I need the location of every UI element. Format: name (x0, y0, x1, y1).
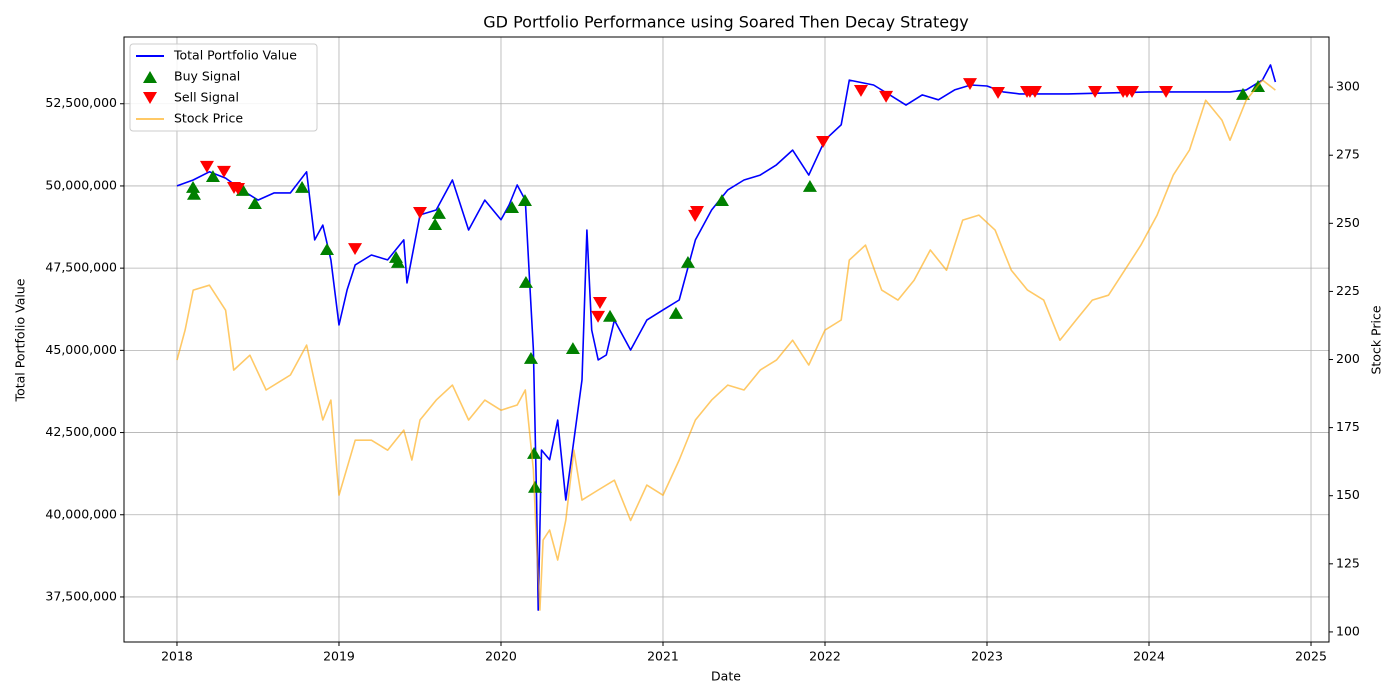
x-tick-label: 2024 (1133, 649, 1165, 664)
y2-tick-label: 300 (1336, 79, 1360, 94)
legend-label: Sell Signal (174, 90, 239, 105)
y-tick-label: 42,500,000 (45, 424, 117, 439)
x-tick-label: 2018 (161, 649, 193, 664)
signal-marker (428, 218, 443, 231)
series-line (176, 79, 1276, 611)
y-tick-label: 52,500,000 (45, 95, 117, 110)
signal-marker (247, 197, 262, 209)
signal-marker (879, 90, 894, 103)
y-tick-label: 50,000,000 (45, 177, 117, 192)
y2-tick-label: 275 (1336, 147, 1360, 162)
signal-marker (1088, 85, 1103, 98)
legend-label: Total Portfolio Value (173, 48, 297, 63)
x-tick-label: 2019 (323, 649, 355, 664)
y2-tick-label: 175 (1336, 419, 1360, 434)
legend-label: Buy Signal (174, 69, 240, 84)
signal-marker (348, 243, 363, 256)
y2-tick-label: 150 (1336, 487, 1360, 502)
signal-marker (295, 180, 310, 193)
x-tick-label: 2025 (1295, 649, 1327, 664)
signal-marker (186, 187, 201, 200)
signal-marker (802, 179, 817, 192)
axes: 2018 2019 2020 2021 2022 2023 2024 2025 37,500,0… (45, 79, 1359, 664)
y2-axis-label: Stock Price (1369, 305, 1384, 374)
x-axis-label: Date (711, 669, 741, 684)
signal-marker (205, 170, 220, 183)
signal-marker (565, 342, 580, 354)
y2-tick-label: 200 (1336, 351, 1360, 366)
plot-frame (123, 36, 1330, 643)
signal-marker (390, 255, 405, 268)
signal-marker (528, 480, 543, 493)
signal-marker (668, 306, 683, 319)
legend-marker (143, 92, 157, 104)
y-tick-label: 45,000,000 (45, 342, 117, 357)
legend-box (129, 43, 318, 132)
signal-marker (1235, 87, 1250, 100)
signal-marker (680, 255, 695, 268)
y-tick-label: 47,500,000 (45, 260, 117, 275)
y-axis-label: Total Portfolio Value (13, 278, 28, 402)
signal-marker (853, 84, 868, 97)
y-tick-label: 40,000,000 (45, 506, 117, 521)
legend: Total Portfolio Value Buy Signal Sell Sign… (129, 43, 318, 132)
signal-marker (412, 206, 427, 219)
x-tick-label: 2020 (485, 649, 517, 664)
signal-marker (518, 276, 533, 288)
grid (124, 37, 1329, 642)
signal-marker (591, 310, 606, 323)
signal-marker (603, 309, 618, 322)
signal-marker (1125, 85, 1140, 98)
y2-tick-label: 125 (1336, 555, 1360, 570)
legend-label: Stock Price (174, 111, 243, 126)
signal-marker (186, 180, 201, 193)
signal-marker (235, 183, 250, 196)
signal-marker (431, 206, 446, 219)
signal-marker (592, 297, 607, 309)
series-line (176, 64, 1277, 611)
signal-marker (505, 201, 520, 213)
signal-marker (714, 194, 729, 207)
y2-tick-label: 100 (1336, 623, 1360, 638)
signal-marker (962, 78, 977, 90)
x-tick-label: 2022 (809, 649, 841, 664)
signal-marker (1027, 85, 1042, 98)
plot-area (176, 64, 1277, 611)
x-tick-label: 2023 (971, 649, 1003, 664)
signal-marker (216, 165, 231, 178)
chart-title: GD Portfolio Performance using Soared Th… (483, 13, 968, 32)
legend-marker (143, 71, 157, 83)
signal-marker (527, 446, 542, 459)
signal-marker (991, 86, 1006, 99)
signal-marker (690, 205, 705, 218)
signal-marker (523, 351, 538, 364)
signal-marker (517, 194, 532, 207)
y2-tick-label: 225 (1336, 283, 1360, 298)
x-tick-label: 2021 (647, 649, 679, 664)
signal-marker (231, 182, 246, 195)
signal-marker (199, 160, 214, 173)
y2-tick-label: 250 (1336, 215, 1360, 230)
signal-marker (319, 243, 334, 256)
y-tick-label: 37,500,000 (45, 588, 117, 603)
signal-marker (1159, 85, 1174, 98)
signal-marker (816, 135, 831, 148)
